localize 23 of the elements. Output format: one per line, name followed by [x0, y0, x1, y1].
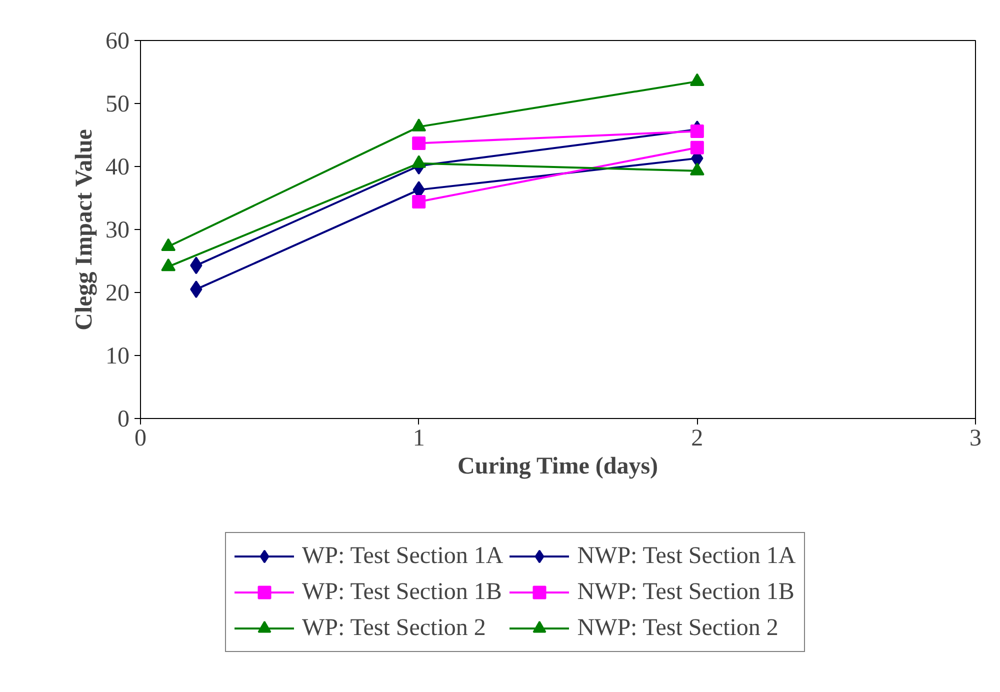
point — [412, 136, 426, 150]
x-tick-label: 1 — [412, 426, 425, 452]
point — [412, 195, 426, 209]
legend-label: NWP: Test Section 1A — [577, 542, 796, 570]
x-axis-title: Curing Time (days) — [458, 454, 658, 480]
y-tick-label: 10 — [106, 344, 130, 370]
y-tick-label: 60 — [106, 28, 130, 54]
y-axis-title: Clegg Impact Value — [72, 128, 98, 330]
x-tick-label: 2 — [691, 426, 704, 452]
y-tick-label: 40 — [106, 154, 130, 180]
x-tick-label: 3 — [970, 426, 982, 452]
y-tick-label: 20 — [106, 280, 130, 306]
point — [690, 124, 704, 138]
y-tick-label: 30 — [106, 218, 130, 244]
x-tick-label: 0 — [134, 426, 146, 452]
y-tick-label: 0 — [118, 406, 130, 432]
legend-label: WP: Test Section 1B — [302, 578, 502, 606]
legend-label: WP: Test Section 1A — [302, 542, 504, 570]
legend-label: NWP: Test Section 1B — [577, 578, 794, 606]
point — [690, 140, 704, 154]
legend-label: NWP: Test Section 2 — [577, 614, 778, 642]
y-tick-label: 50 — [106, 92, 130, 118]
legend-label: WP: Test Section 2 — [302, 614, 486, 642]
